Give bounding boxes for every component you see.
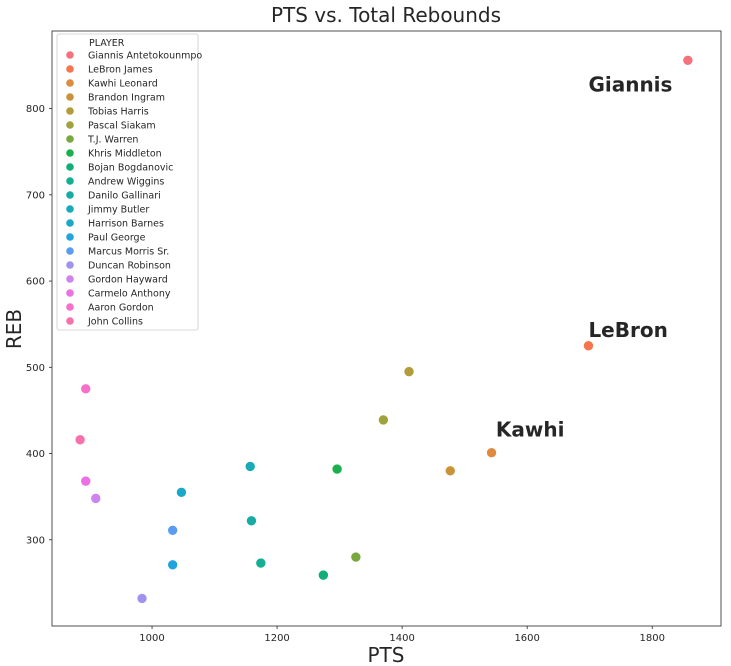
- data-point: [74, 434, 86, 446]
- data-point: [378, 414, 389, 426]
- y-axis-title: REB: [2, 309, 26, 349]
- y-tick-label: 600: [26, 277, 45, 288]
- legend-marker: [66, 163, 74, 171]
- legend-entry: Giannis Antetokounmpo: [88, 51, 202, 62]
- legend-entry: Andrew Wiggins: [88, 177, 164, 188]
- legend-entry: T.J. Warren: [87, 135, 138, 146]
- data-point: [80, 475, 92, 487]
- legend-entry: Tobias Harris: [87, 107, 149, 118]
- y-axis-ticks: 300 400 500 600 700 800: [26, 104, 52, 546]
- legend-marker: [66, 177, 74, 185]
- legend-entry: LeBron James: [88, 65, 153, 76]
- legend-frame: [56, 33, 199, 331]
- data-point: [331, 463, 343, 475]
- data-point: [444, 465, 456, 477]
- legend-entry: Pascal Siakam: [88, 121, 156, 132]
- legend-entry: Kawhi Leonard: [88, 79, 158, 90]
- legend-entry: Khris Middleton: [88, 149, 162, 160]
- data-point: [176, 487, 187, 498]
- y-tick-label: 500: [26, 363, 45, 374]
- legend-entry: Duncan Robinson: [88, 261, 171, 272]
- legend-entry: Bojan Bogdanovic: [88, 163, 173, 174]
- y-tick-label: 400: [26, 449, 45, 460]
- legend-entry: Carmelo Anthony: [88, 289, 171, 300]
- legend-entry: Aaron Gordon: [88, 303, 154, 314]
- legend-entry: Brandon Ingram: [88, 93, 165, 104]
- data-point: [246, 515, 257, 527]
- x-tick-label: 1400: [389, 633, 414, 644]
- data-point: [350, 551, 362, 563]
- legend-marker: [66, 51, 74, 59]
- legend-marker: [66, 303, 74, 311]
- legend-marker: [66, 121, 74, 129]
- legend-marker: [66, 275, 74, 283]
- data-point: [90, 493, 102, 504]
- data-point: [80, 383, 92, 395]
- legend-marker: [66, 93, 74, 101]
- x-tick-label: 1600: [514, 633, 539, 644]
- x-axis-title: PTS: [368, 643, 405, 666]
- data-point: [244, 461, 256, 472]
- annotation-label: Kawhi: [496, 417, 565, 441]
- legend-entry: Danilo Gallinari: [88, 191, 161, 202]
- legend-marker: [66, 317, 74, 325]
- legend-marker: [66, 233, 74, 241]
- legend-marker: [66, 149, 74, 157]
- annotation-label: LeBron: [588, 318, 667, 342]
- legend-marker: [66, 261, 74, 269]
- data-point: [318, 569, 329, 581]
- legend-entry: Paul George: [88, 233, 146, 244]
- legend-title: PLAYER: [89, 38, 125, 49]
- y-tick-label: 700: [26, 190, 45, 201]
- legend-marker: [66, 107, 74, 115]
- y-tick-label: 800: [26, 104, 45, 115]
- legend-entry: Harrison Barnes: [88, 219, 164, 230]
- legend-entry: John Collins: [87, 317, 143, 328]
- data-point: [167, 559, 178, 571]
- legend-marker: [66, 191, 74, 199]
- data-point: [486, 447, 497, 458]
- legend-marker: [66, 135, 74, 143]
- data-point: [167, 524, 178, 536]
- legend: PLAYER Giannis Antetokounmpo LeBron James…: [56, 33, 202, 331]
- data-point: [583, 340, 594, 352]
- x-tick-label: 1800: [639, 633, 664, 644]
- legend-entry: Jimmy Butler: [87, 205, 149, 216]
- legend-marker: [66, 205, 74, 213]
- chart-title: PTS vs. Total Rebounds: [271, 3, 501, 27]
- annotations: Giannis LeBron Kawhi: [496, 72, 673, 441]
- data-point: [255, 557, 267, 569]
- x-tick-label: 1200: [264, 633, 289, 644]
- legend-marker: [66, 79, 74, 87]
- data-points: [74, 55, 694, 604]
- data-point: [136, 593, 148, 604]
- annotation-label: Giannis: [588, 72, 672, 96]
- data-point: [682, 55, 694, 66]
- legend-marker: [66, 247, 74, 255]
- x-axis-ticks: 1000 1200 1400 1600 1800: [139, 626, 665, 644]
- data-point: [403, 366, 415, 377]
- legend-entry: Gordon Hayward: [88, 275, 168, 286]
- legend-entry: Marcus Morris Sr.: [88, 247, 169, 258]
- legend-marker: [66, 65, 74, 73]
- legend-marker: [66, 289, 74, 297]
- x-tick-label: 1000: [139, 633, 164, 644]
- y-tick-label: 300: [26, 535, 45, 546]
- legend-marker: [66, 219, 74, 227]
